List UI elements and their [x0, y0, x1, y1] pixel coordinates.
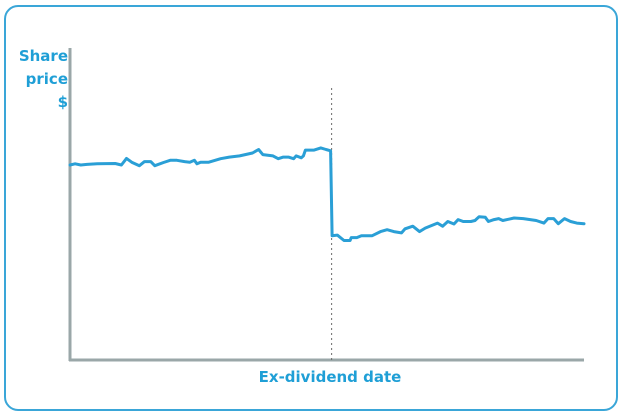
- x-axis-label: Ex-dividend date: [258, 368, 402, 386]
- chart-frame: [4, 5, 618, 411]
- y-axis-label-line-1: Share: [18, 47, 68, 65]
- share-price-line: [68, 146, 586, 242]
- y-axis-label-line-2: price: [25, 70, 68, 88]
- y-axis-label-line-3: $: [57, 93, 68, 111]
